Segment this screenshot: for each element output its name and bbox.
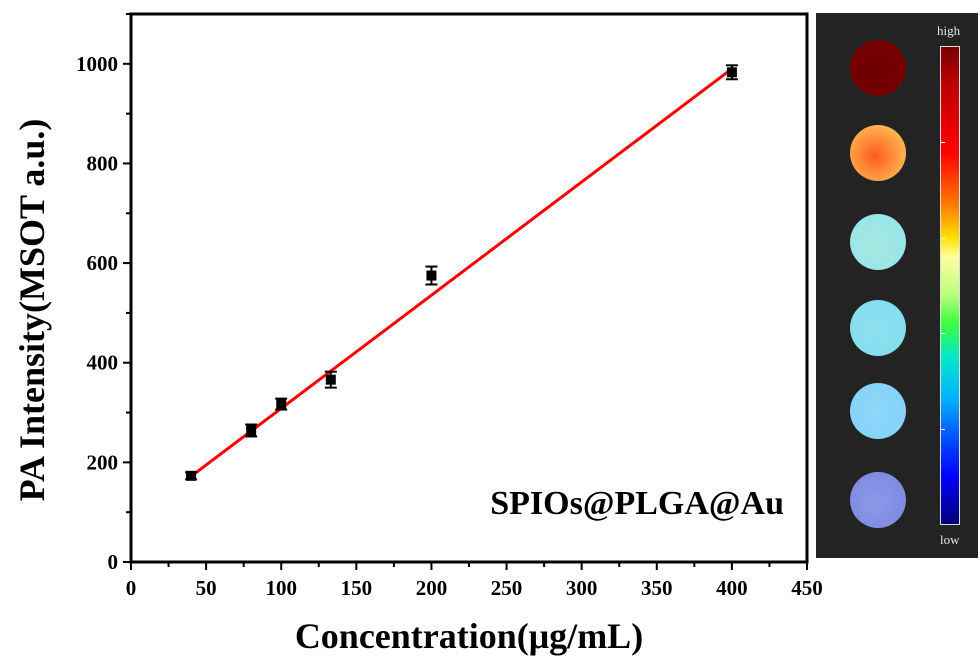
y-axis: 0 200 400 600 800 1000 — [76, 13, 131, 574]
x-tick-label: 300 — [566, 576, 598, 600]
data-point — [186, 470, 197, 481]
data-point — [276, 399, 287, 410]
data-point — [726, 67, 737, 78]
fit-line — [190, 67, 733, 478]
sample-disc — [850, 472, 906, 528]
x-axis: 0 50 100 150 200 250 300 350 400 450 — [126, 562, 823, 600]
x-tick-label: 150 — [341, 576, 373, 600]
y-tick-label: 0 — [108, 550, 119, 574]
colorbar — [940, 46, 960, 525]
data-point — [325, 374, 336, 385]
photoacoustic-image-panel: high low — [816, 13, 978, 558]
colorbar-tick — [941, 333, 945, 334]
y-tick-label: 1000 — [76, 52, 118, 76]
x-tick-label: 50 — [196, 576, 217, 600]
sample-disc — [850, 125, 906, 181]
x-tick-label: 100 — [265, 576, 297, 600]
y-axis-title: PA Intensity(MSOT a.u.) — [12, 119, 52, 502]
data-point — [426, 270, 437, 281]
x-tick-label: 350 — [641, 576, 673, 600]
x-tick-label: 250 — [491, 576, 523, 600]
colorbar-low-label: low — [940, 532, 960, 547]
x-axis-title: Concentration(μg/mL) — [295, 616, 643, 656]
colorbar-high-label: high — [937, 23, 961, 38]
y-tick-label: 800 — [87, 151, 119, 175]
annotation-label: SPIOs@PLGA@Au — [490, 485, 784, 522]
sample-disc — [850, 300, 906, 356]
y-tick-label: 400 — [87, 351, 119, 375]
colorbar-tick — [941, 429, 945, 430]
x-tick-label: 450 — [791, 576, 823, 600]
y-tick-label: 200 — [87, 450, 119, 474]
data-point — [246, 425, 257, 436]
sample-disc — [850, 383, 906, 439]
colorbar-tick — [941, 238, 945, 239]
colorbar-tick — [941, 142, 945, 143]
x-tick-label: 400 — [716, 576, 748, 600]
plot-area — [185, 64, 738, 481]
sample-disc — [850, 214, 906, 270]
plot-frame — [129, 12, 809, 564]
sample-disc — [850, 40, 906, 96]
y-tick-label: 600 — [87, 251, 119, 275]
x-tick-label: 0 — [126, 576, 137, 600]
x-tick-label: 200 — [416, 576, 448, 600]
